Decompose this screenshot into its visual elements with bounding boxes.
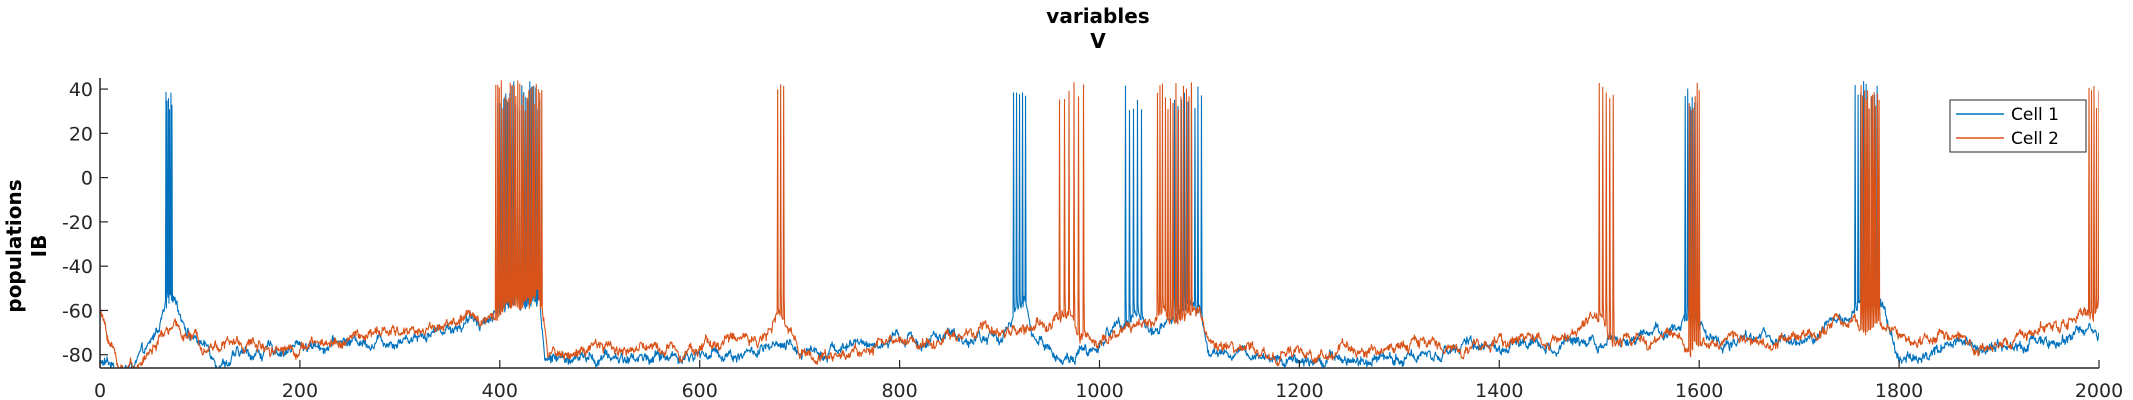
y-axis-label-line-1: populations	[2, 179, 26, 312]
y-ticks: -80 -60 -40 -20 0 20 40	[62, 79, 108, 367]
y-tick-label: -20	[62, 212, 93, 234]
y-axis-label-line-2: IB	[27, 235, 51, 258]
series-line-cell-2	[100, 80, 2099, 368]
x-tick-label: 2000	[2075, 380, 2123, 400]
x-tick-label: 1600	[1675, 380, 1723, 400]
x-tick-label: 600	[682, 380, 718, 400]
x-tick-label: 1200	[1275, 380, 1323, 400]
x-tick-label: 400	[482, 380, 518, 400]
y-tick-label: -40	[62, 256, 93, 278]
chart-title-line-1: variables	[1046, 4, 1149, 28]
legend-box	[1949, 99, 2087, 153]
x-tick-label: 1000	[1075, 380, 1123, 400]
legend-label-cell-1: Cell 1	[2011, 105, 2059, 125]
series-layer	[100, 80, 2099, 368]
x-tick-label: 800	[881, 380, 917, 400]
y-tick-label: 0	[81, 168, 93, 190]
y-tick-label: 20	[69, 123, 93, 145]
chart-title-line-2: V	[1090, 29, 1106, 53]
x-tick-label: 200	[282, 380, 318, 400]
x-tick-label: 1800	[1875, 380, 1923, 400]
legend-label-cell-2: Cell 2	[2011, 129, 2059, 149]
legend: Cell 1 Cell 2	[1949, 99, 2087, 153]
series-line-cell-1	[100, 80, 2099, 368]
y-tick-label: -80	[62, 345, 93, 367]
x-ticks: 0 200 400 600 800 1000 1200 1400 1600 1800 2000	[94, 360, 2123, 400]
x-tick-label: 0	[94, 380, 106, 400]
y-tick-label: -60	[62, 300, 93, 322]
x-tick-label: 1400	[1475, 380, 1523, 400]
y-tick-label: 40	[69, 79, 93, 101]
